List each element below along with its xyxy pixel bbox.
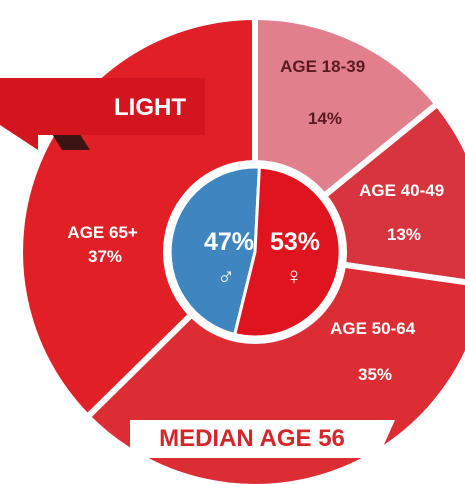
female-symbol-icon: ♀: [285, 263, 303, 290]
male-percent: 47%: [204, 228, 254, 256]
slice-label-18-39: AGE 18-39 14%: [280, 57, 370, 128]
slice-label-40-49: AGE 40-49 13%: [359, 181, 449, 244]
banner-ribbon: [0, 78, 205, 150]
median-strip-bg: [130, 420, 395, 458]
slice-labels: AGE 18-39 14% AGE 40-49 13% AGE 50-64 35…: [67, 57, 449, 384]
gender-slice-female: [232, 165, 342, 339]
chart-title: LIGHT: [114, 94, 186, 121]
slice-label-50-64: AGE 50-64 35%: [330, 319, 420, 384]
median-strip: MEDIAN AGE 56: [130, 420, 395, 458]
female-percent: 53%: [270, 228, 320, 256]
male-symbol-icon: ♂: [217, 263, 235, 290]
median-age-label: MEDIAN AGE 56: [159, 425, 345, 452]
gender-center: 47% ♂ 53% ♀: [163, 160, 347, 344]
title-banner: LIGHT: [0, 78, 205, 150]
slice-label-65plus: AGE 65+ 37%: [67, 223, 142, 266]
gender-slice-male: [168, 165, 261, 337]
